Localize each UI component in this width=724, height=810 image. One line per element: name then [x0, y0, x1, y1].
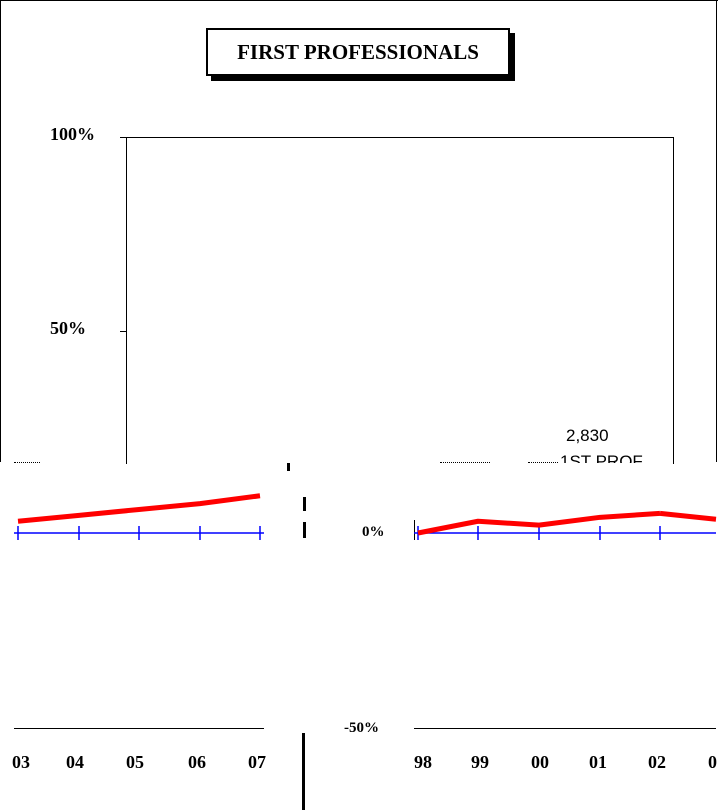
seam-dotted-mid — [440, 462, 490, 463]
outer-frame-top — [0, 0, 718, 1]
annotation-label: 1ST PROF — [560, 452, 643, 463]
x-tick-07: 07 — [248, 752, 266, 772]
panel-divider-dash-3 — [303, 522, 306, 538]
bottom-right-axis-line — [414, 728, 716, 729]
y-tick-100: 100% — [50, 124, 95, 144]
panel-divider-line — [302, 733, 305, 810]
x-tick-00: 00 — [531, 752, 549, 772]
y-tick-mark-50 — [120, 331, 126, 332]
x-tick-03: 03 — [12, 752, 30, 772]
outer-frame-left — [0, 0, 1, 462]
annotation-value: 2,830 — [566, 426, 609, 445]
y-tick-0: 0% — [362, 524, 385, 540]
y-tick-neg50: -50% — [344, 720, 379, 736]
chart-title: FIRST PROFESSIONALS — [206, 28, 510, 76]
x-tick-06: 06 — [188, 752, 206, 772]
left-panel-series-line — [17, 493, 261, 524]
x-tick-98: 98 — [414, 752, 432, 772]
outer-frame-right — [716, 0, 717, 462]
right-panel-series-tail — [659, 510, 717, 522]
y-tick-50: 50% — [50, 318, 86, 338]
right-panel-y-axis — [414, 520, 415, 540]
x-tick-01: 01 — [589, 752, 607, 772]
x-tick-05: 05 — [126, 752, 144, 772]
panel-divider-dash-2 — [303, 497, 306, 511]
seam-dotted-right — [528, 462, 558, 463]
panel-divider-dash-1 — [287, 463, 290, 471]
right-panel-series-line — [417, 510, 661, 536]
seam-dotted-left — [14, 462, 40, 463]
x-tick-99: 99 — [471, 752, 489, 772]
y-tick-mark-100 — [120, 137, 126, 138]
x-tick-03-partial: 0 — [708, 752, 717, 772]
bottom-left-axis-line — [14, 728, 264, 729]
x-tick-02: 02 — [648, 752, 666, 772]
x-tick-04: 04 — [66, 752, 84, 772]
plot-area — [126, 137, 674, 464]
